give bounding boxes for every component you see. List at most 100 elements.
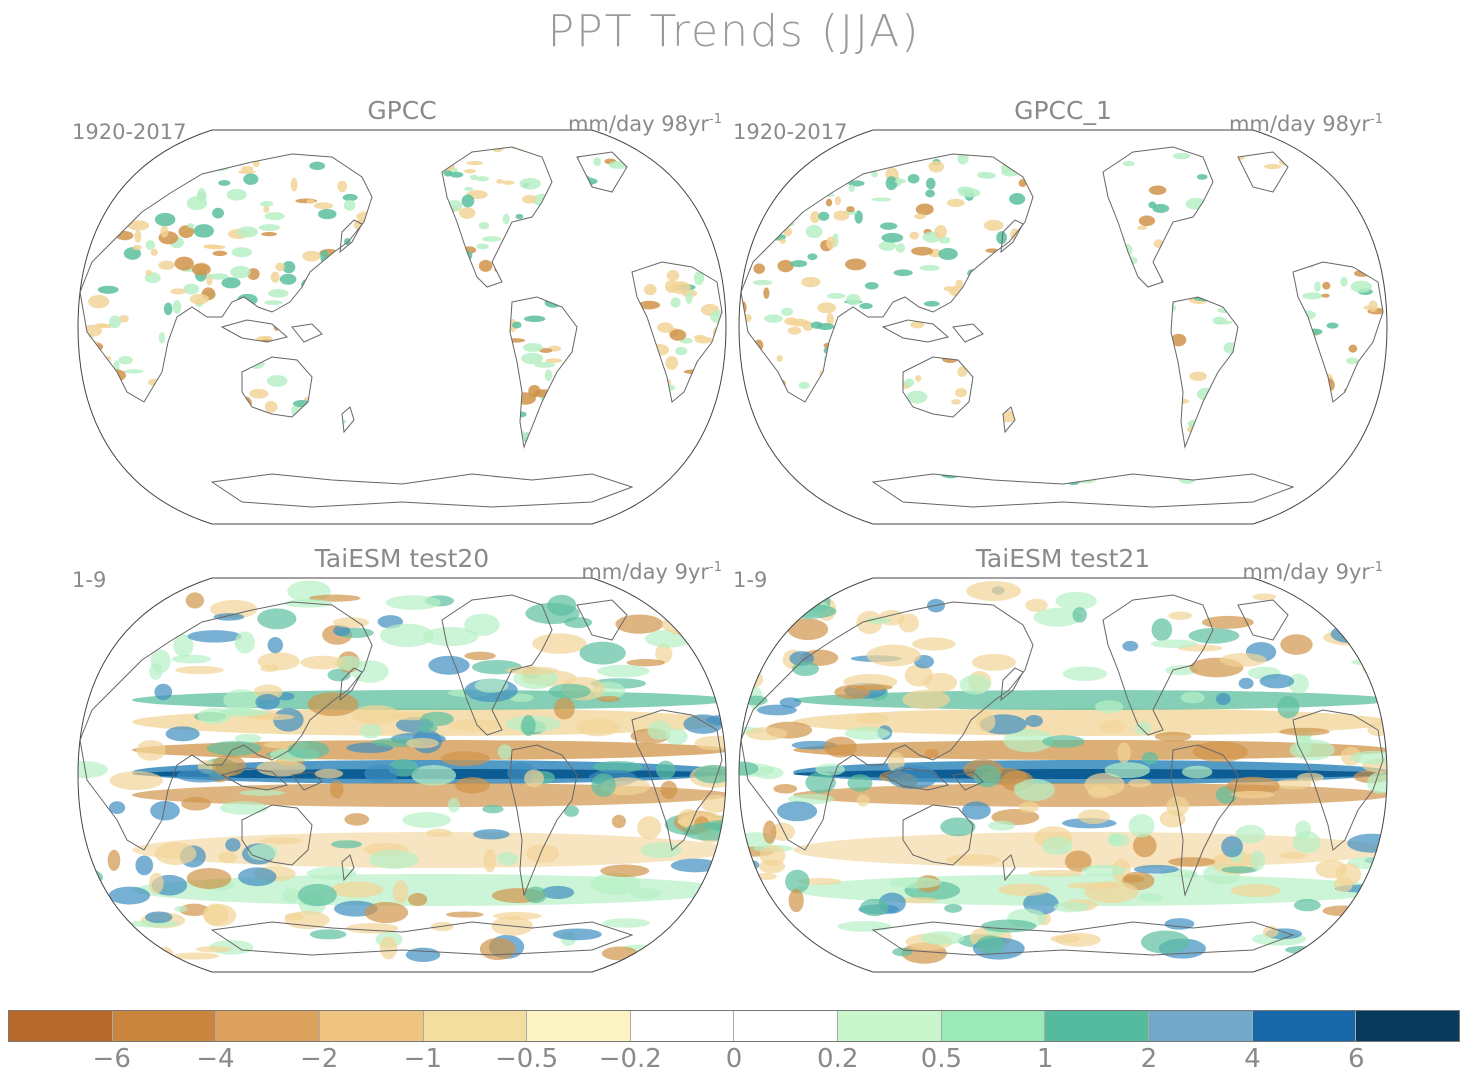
coastline (291, 771, 323, 791)
anomaly-patch (601, 946, 638, 961)
anomaly-patch (675, 346, 688, 356)
anomaly-patch (910, 321, 925, 329)
anomaly-patch (1042, 836, 1073, 855)
anomaly-patch (909, 231, 920, 240)
anomaly-patch (915, 203, 934, 216)
anomaly-patch (723, 141, 732, 152)
panel-title: GPCC (367, 96, 437, 125)
anomaly-patch (447, 797, 460, 813)
anomaly-patch (534, 361, 556, 368)
anomaly-patch (1381, 451, 1383, 465)
anomaly-patch (78, 632, 83, 643)
anomaly-patch (669, 581, 718, 601)
anomaly-patch (966, 581, 1022, 601)
anomaly-patch (1122, 160, 1135, 167)
anomaly-patch (264, 212, 285, 221)
anomaly-patch (741, 380, 745, 392)
anomaly-patch (748, 453, 764, 459)
anomaly-patch (1108, 833, 1130, 847)
colorbar-tick-label: 0 (725, 1044, 743, 1074)
anomaly-patch (1302, 292, 1323, 300)
anomaly-patch (80, 452, 97, 460)
anomaly-patch (1259, 674, 1295, 689)
anomaly-patch (739, 604, 747, 616)
anomaly-patch (1141, 751, 1159, 765)
anomaly-patch (202, 903, 229, 926)
anomaly-patch (848, 184, 856, 193)
anomaly-patch (940, 817, 976, 837)
anomaly-patch (671, 281, 691, 295)
anomaly-patch (1326, 322, 1339, 329)
anomaly-patch (257, 652, 300, 671)
anomaly-patch (314, 768, 344, 779)
anomaly-patch (646, 147, 656, 148)
anomaly-patch (959, 674, 991, 695)
anomaly-patch (1117, 742, 1131, 764)
anomaly-patch (524, 769, 544, 788)
anomaly-patch (920, 931, 965, 945)
anomaly-patch (136, 739, 166, 761)
coastline (441, 594, 553, 736)
anomaly-patch (798, 381, 810, 390)
anomaly-patch (859, 302, 873, 310)
anomaly-patch (1230, 884, 1281, 897)
anomaly-patch (496, 178, 504, 184)
anomaly-patch (420, 711, 454, 727)
anomaly-patch (880, 222, 898, 230)
anomaly-patch (1277, 696, 1300, 719)
anomaly-patch (255, 693, 280, 710)
anomaly-patch (893, 269, 913, 277)
anomaly-patch (309, 594, 361, 602)
anomaly-patch (330, 881, 384, 898)
anomaly-patch (145, 269, 152, 276)
anomaly-patch (84, 461, 101, 469)
anomaly-patch (80, 177, 86, 187)
anomaly-patch (502, 213, 510, 225)
anomaly-patch (655, 643, 673, 664)
anomaly-patch (885, 176, 898, 191)
colorbar-swatch (527, 1011, 631, 1041)
anomaly-patch (118, 315, 129, 323)
anomaly-patch (700, 794, 726, 813)
anomaly-patch (741, 217, 746, 223)
anomaly-patch (1367, 467, 1375, 473)
panel-title: TaiESM test20 (314, 544, 490, 573)
anomaly-patch (1359, 185, 1367, 195)
anomaly-patch (823, 736, 857, 758)
anomaly-patch (925, 189, 935, 198)
anomaly-patch (417, 724, 438, 733)
anomaly-patch (856, 794, 870, 807)
anomaly-patch (826, 236, 836, 250)
coastline (1000, 219, 1024, 254)
anomaly-patch (482, 236, 502, 242)
anomaly-patch (175, 665, 224, 675)
anomaly-patch (1055, 591, 1097, 611)
anomaly-patch (770, 822, 796, 841)
anomaly-patch (1316, 586, 1344, 600)
anomaly-patch (154, 842, 197, 866)
anomaly-patch (411, 764, 457, 786)
anomaly-patch (260, 200, 274, 207)
anomaly-patch (976, 935, 1005, 954)
anomaly-patch (591, 773, 616, 797)
anomaly-patch (976, 711, 996, 732)
anomaly-patch (773, 784, 798, 794)
anomaly-patch (72, 440, 76, 448)
coastline (952, 323, 984, 343)
anomaly-patch (810, 321, 823, 329)
anomaly-patch (80, 473, 93, 483)
anomaly-patch (983, 219, 1004, 231)
anomaly-patch (440, 751, 490, 767)
anomaly-patch (1172, 152, 1191, 160)
anomaly-patch (173, 634, 194, 658)
anomaly-patch (237, 867, 277, 887)
anomaly-patch (779, 697, 802, 708)
anomaly-patch (1072, 607, 1087, 623)
anomaly-patch (1314, 147, 1330, 151)
anomaly-patch (342, 193, 358, 202)
anomaly-patch (208, 273, 229, 280)
anomaly-patch (1164, 918, 1195, 930)
anomaly-patch (525, 602, 580, 625)
anomaly-patch (221, 277, 241, 289)
anomaly-patch (1064, 850, 1092, 873)
